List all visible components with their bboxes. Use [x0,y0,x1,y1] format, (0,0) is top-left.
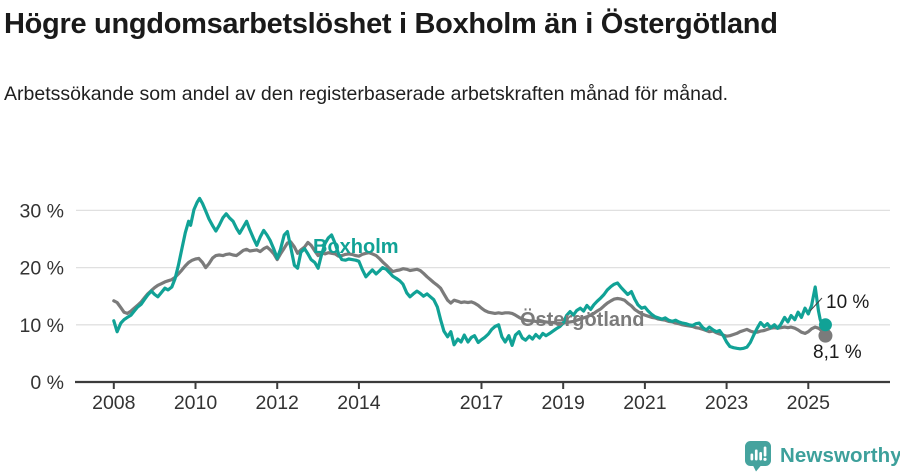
end-dot-ostergotland [818,328,833,343]
x-tick-label: 2014 [337,392,381,414]
y-tick-label: 0 % [30,372,64,394]
x-tick-label: 2008 [92,392,135,414]
x-tick-label: 2010 [174,392,218,414]
x-tick-label: 2019 [541,392,584,414]
series-label-boxholm: Boxholm [313,236,399,258]
chart-subtitle: Arbetssökande som andel av den registerb… [4,83,729,105]
series-line-boxholm [112,196,828,351]
newsworthy-wordmark: Newsworthy [780,444,900,467]
y-tick-label: 30 % [20,200,64,222]
label-leader-line [809,297,823,312]
series-label-ostergotland: Östergötland [520,309,645,331]
x-tick-label: 2025 [787,392,831,414]
end-value-boxholm: 10 % [826,292,870,313]
end-value-ostergotland: 8,1 % [813,342,862,363]
x-tick-label: 2021 [623,392,666,414]
newsworthy-logo[interactable]: Newsworthy [744,440,900,472]
x-tick-label: 2012 [256,392,299,414]
x-tick-label: 2017 [460,392,503,414]
x-tick-label: 2023 [705,392,748,414]
series-line-ostergotland [112,240,828,338]
y-tick-label: 10 % [20,315,64,337]
chart-title: Högre ungdomsarbetslöshet i Boxholm än i… [4,8,778,40]
newsworthy-bubble-bar-chart-icon [745,441,771,472]
end-dot-boxholm [818,318,832,332]
y-tick-label: 20 % [20,258,64,280]
